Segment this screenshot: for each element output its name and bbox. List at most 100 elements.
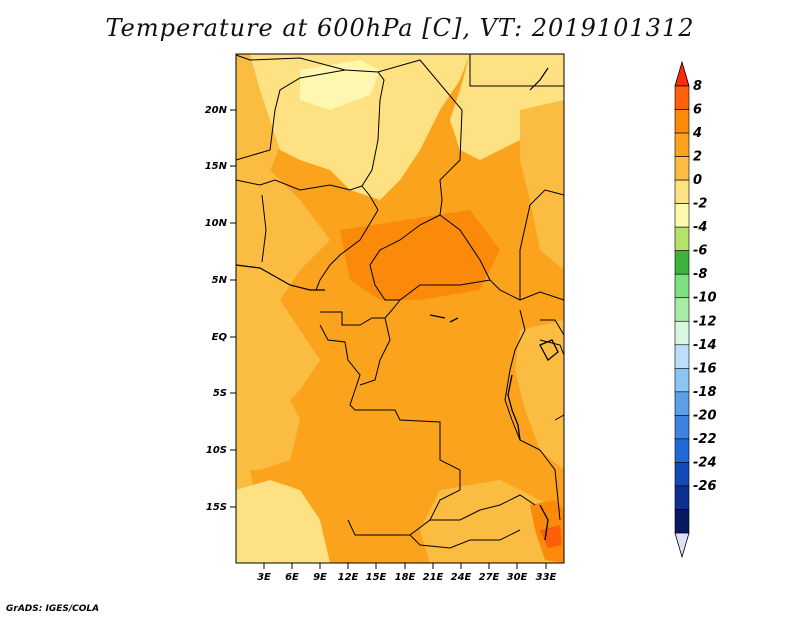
border-niger-nigeria: [235, 179, 363, 191]
lat-label-15s: 15S: [206, 502, 227, 513]
lon-label-27e: 27E: [479, 572, 500, 583]
colorbar-swatch: [674, 391, 690, 416]
colorbar-label: -14: [693, 338, 717, 353]
lat-label-10s: 10S: [206, 445, 227, 456]
colorbar-label: 4: [692, 126, 702, 141]
colorbar-swatch: [674, 320, 690, 346]
border-namibia-zambia: [409, 529, 521, 549]
lake-malawi: [539, 504, 549, 541]
border-angola: [347, 389, 461, 536]
border-congo-drc: [359, 317, 391, 386]
colorbar-swatch: [674, 132, 690, 157]
region-west-warm: [236, 54, 380, 540]
lat-label-10n: 10N: [205, 218, 228, 229]
map-panel: [236, 54, 564, 563]
colorbar-swatch: [674, 179, 690, 204]
colorbar-label: 2: [693, 150, 702, 165]
lat-label-eq: EQ: [212, 332, 228, 343]
colorbar-top-arrow: [674, 60, 690, 87]
border-chad-sudan: [377, 59, 463, 216]
lat-axis: 20N 15N 10N 5N EQ 5S 10S 15S: [205, 105, 236, 513]
colorbar-swatch: [674, 226, 690, 251]
colorbar-swatch: [674, 85, 690, 110]
border-east-drc: [504, 309, 561, 521]
colorbar-swatch: [674, 250, 690, 275]
map-title: Temperature at 600hPa [C], VT: 201910131…: [105, 14, 695, 42]
colorbar-swatch: [674, 109, 690, 134]
lake-victoria: [539, 339, 559, 361]
lakes: [429, 314, 559, 541]
border-tanzania: [554, 414, 565, 421]
region-southwest-cool: [236, 480, 330, 563]
colorbar-label: -12: [693, 314, 717, 329]
region-ne-warm: [520, 100, 564, 270]
lon-label-18e: 18E: [395, 572, 416, 583]
lon-axis: 3E 6E 9E 12E 15E 18E 21E 24E 27E 30E 33E: [257, 563, 557, 583]
lon-label-24e: 24E: [451, 572, 472, 583]
colorbar-swatch: [674, 462, 690, 487]
colorbar-bottom-arrow: [674, 532, 690, 559]
border-gabon: [319, 324, 361, 391]
colorbar-label: -20: [693, 408, 717, 423]
colorbar-swatch: [674, 368, 690, 393]
colorbar-label: -22: [693, 432, 717, 447]
region-west-coast-warm: [236, 380, 300, 470]
colorbar-label: -26: [693, 479, 717, 494]
lon-label-15e: 15E: [366, 572, 387, 583]
lake-tanganyika: [507, 374, 521, 441]
border-niger-chad: [235, 54, 385, 211]
colorbar-label: -6: [693, 244, 707, 259]
border-gabon-congo: [320, 299, 401, 326]
border-zambia: [430, 494, 536, 521]
border-south-sudan: [519, 291, 565, 301]
colorbar-swatch: [674, 156, 690, 181]
border-nigeria-cameroon: [315, 209, 379, 291]
colorbar-label: -16: [693, 361, 717, 376]
lat-label-20n: 20N: [205, 105, 228, 116]
colorbar-swatch: [674, 509, 690, 534]
colorbar-label: -2: [693, 197, 707, 212]
lon-label-9e: 9E: [313, 572, 327, 583]
region-hotspot: [540, 525, 562, 548]
lon-label-6e: 6E: [285, 572, 299, 583]
credit-text: GrADS: IGES/COLA: [6, 604, 100, 614]
border-uganda: [540, 319, 565, 336]
lat-label-5s: 5S: [213, 388, 227, 399]
colorbar-label: -18: [693, 385, 717, 400]
border-algeria-niger: [235, 69, 346, 161]
colorbar-swatch: [674, 438, 690, 463]
lon-label-12e: 12E: [338, 572, 359, 583]
lat-label-5n: 5N: [212, 275, 228, 286]
colorbar: 8 6 4 2 0 -2 -4 -6 -8 -10 -12 -14 -16 -18 -20 -22 -24 -26: [674, 60, 717, 559]
colorbar-label: -8: [693, 267, 707, 282]
colorbar-swatch: [674, 203, 690, 228]
lat-label-15n: 15N: [205, 161, 228, 172]
colorbar-swatch: [674, 485, 690, 510]
lon-label-33e: 33E: [536, 572, 557, 583]
border-car-sudan: [439, 214, 491, 281]
lon-label-21e: 21E: [423, 572, 444, 583]
region-north-pale: [300, 60, 380, 110]
lake-segment-1: [429, 314, 446, 319]
border-sudan-ethiopia: [519, 189, 565, 300]
colorbar-label: 8: [693, 79, 702, 94]
border-egypt-sudan: [469, 54, 564, 87]
colorbar-swatch: [674, 415, 690, 440]
colorbar-swatch: [674, 344, 690, 369]
lake-segment-2: [449, 317, 459, 323]
colorbar-label: -24: [693, 455, 717, 470]
country-borders: [235, 54, 565, 549]
colorbar-label: -4: [693, 220, 707, 235]
colorbar-label: 6: [693, 103, 702, 118]
lon-label-30e: 30E: [507, 572, 528, 583]
colorbar-label: -10: [693, 291, 717, 306]
colorbar-swatch: [674, 273, 690, 299]
lon-label-3e: 3E: [257, 572, 271, 583]
map-frame: [235, 53, 565, 564]
region-central-warm: [340, 210, 500, 300]
region-northeast-cool: [450, 54, 564, 160]
coastline-red-sea: [529, 67, 549, 91]
colorbar-swatch: [674, 297, 690, 322]
colorbar-label: 0: [693, 173, 702, 188]
